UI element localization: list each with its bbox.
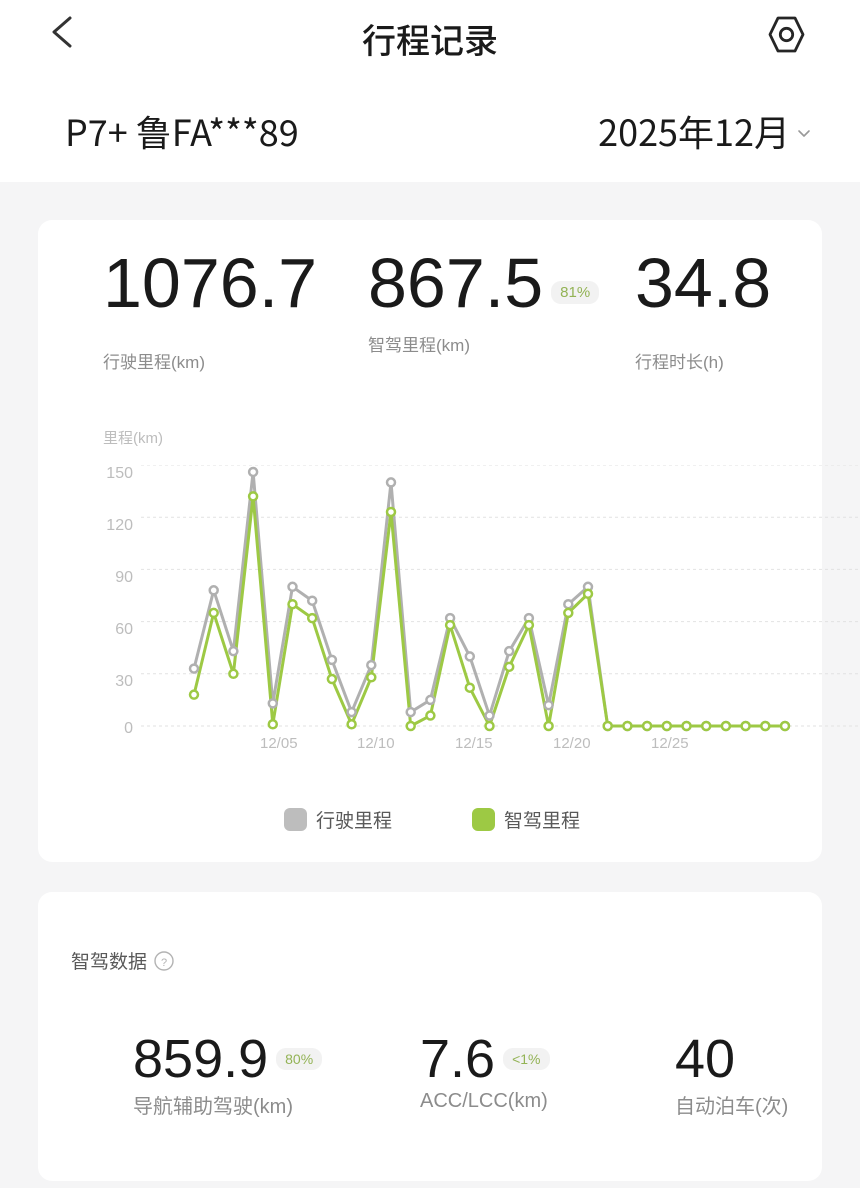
svg-text:?: ? xyxy=(161,956,167,968)
